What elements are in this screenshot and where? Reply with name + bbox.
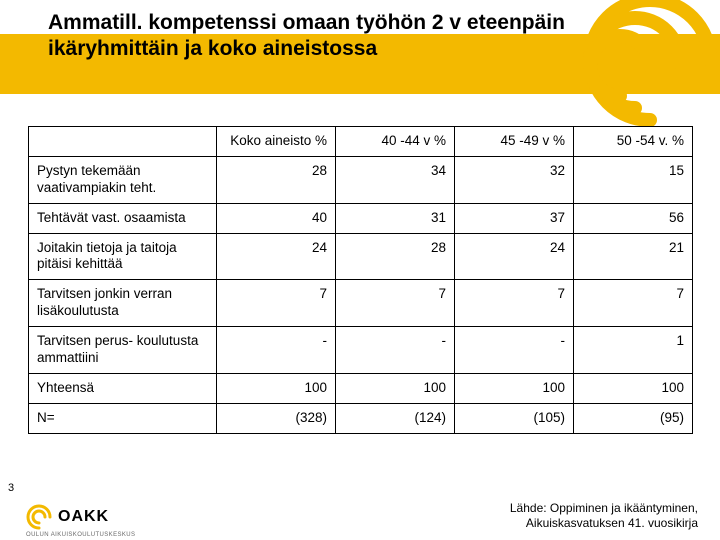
- cell: 56: [574, 203, 693, 233]
- cell: (95): [574, 403, 693, 433]
- col-header-2: 40 -44 v %: [336, 127, 455, 157]
- row-label: Tarvitsen perus- koulutusta ammattiini: [29, 327, 217, 374]
- table-row: Tehtävät vast. osaamista 40 31 37 56: [29, 203, 693, 233]
- data-table-wrap: Koko aineisto % 40 -44 v % 45 -49 v % 50…: [28, 126, 692, 434]
- cell: 7: [336, 280, 455, 327]
- table-row: Tarvitsen jonkin verran lisäkoulutusta 7…: [29, 280, 693, 327]
- col-header-1: Koko aineisto %: [217, 127, 336, 157]
- source-line2: Aikuiskasvatuksen 41. vuosikirja: [526, 516, 698, 530]
- table-row: Yhteensä 100 100 100 100: [29, 373, 693, 403]
- slide-title: Ammatill. kompetenssi omaan työhön 2 v e…: [48, 10, 608, 61]
- cell: -: [336, 327, 455, 374]
- data-table: Koko aineisto % 40 -44 v % 45 -49 v % 50…: [28, 126, 693, 434]
- col-header-4: 50 -54 v. %: [574, 127, 693, 157]
- row-label: Joitakin tietoja ja taitoja pitäisi kehi…: [29, 233, 217, 280]
- cell: (124): [336, 403, 455, 433]
- cell: 100: [217, 373, 336, 403]
- col-header-empty: [29, 127, 217, 157]
- cell: (105): [455, 403, 574, 433]
- cell: 28: [336, 233, 455, 280]
- logo: OAKK: [26, 504, 109, 530]
- cell: 28: [217, 156, 336, 203]
- source-citation: Lähde: Oppiminen ja ikääntyminen, Aikuis…: [438, 501, 698, 532]
- cell: 31: [336, 203, 455, 233]
- cell: 37: [455, 203, 574, 233]
- cell: 1: [574, 327, 693, 374]
- row-label: N=: [29, 403, 217, 433]
- cell: -: [455, 327, 574, 374]
- source-line1: Lähde: Oppiminen ja ikääntyminen,: [510, 501, 698, 515]
- page-number: 3: [8, 482, 14, 494]
- table-header-row: Koko aineisto % 40 -44 v % 45 -49 v % 50…: [29, 127, 693, 157]
- logo-subtext: OULUN AIKUISKOULUTUSKESKUS: [26, 532, 135, 538]
- cell: 34: [336, 156, 455, 203]
- cell: 100: [336, 373, 455, 403]
- col-header-3: 45 -49 v %: [455, 127, 574, 157]
- cell: 100: [455, 373, 574, 403]
- cell: -: [217, 327, 336, 374]
- table-row: N= (328) (124) (105) (95): [29, 403, 693, 433]
- cell: 15: [574, 156, 693, 203]
- cell: 21: [574, 233, 693, 280]
- cell: 100: [574, 373, 693, 403]
- cell: 7: [455, 280, 574, 327]
- cell: 7: [217, 280, 336, 327]
- logo-swirl-icon: [26, 504, 52, 530]
- row-label: Tarvitsen jonkin verran lisäkoulutusta: [29, 280, 217, 327]
- cell: 24: [455, 233, 574, 280]
- row-label: Yhteensä: [29, 373, 217, 403]
- logo-text: OAKK: [58, 508, 109, 526]
- cell: 7: [574, 280, 693, 327]
- cell: (328): [217, 403, 336, 433]
- table-row: Tarvitsen perus- koulutusta ammattiini -…: [29, 327, 693, 374]
- cell: 32: [455, 156, 574, 203]
- table-row: Joitakin tietoja ja taitoja pitäisi kehi…: [29, 233, 693, 280]
- cell: 24: [217, 233, 336, 280]
- cell: 40: [217, 203, 336, 233]
- row-label: Tehtävät vast. osaamista: [29, 203, 217, 233]
- table-row: Pystyn tekemään vaativampiakin teht. 28 …: [29, 156, 693, 203]
- row-label: Pystyn tekemään vaativampiakin teht.: [29, 156, 217, 203]
